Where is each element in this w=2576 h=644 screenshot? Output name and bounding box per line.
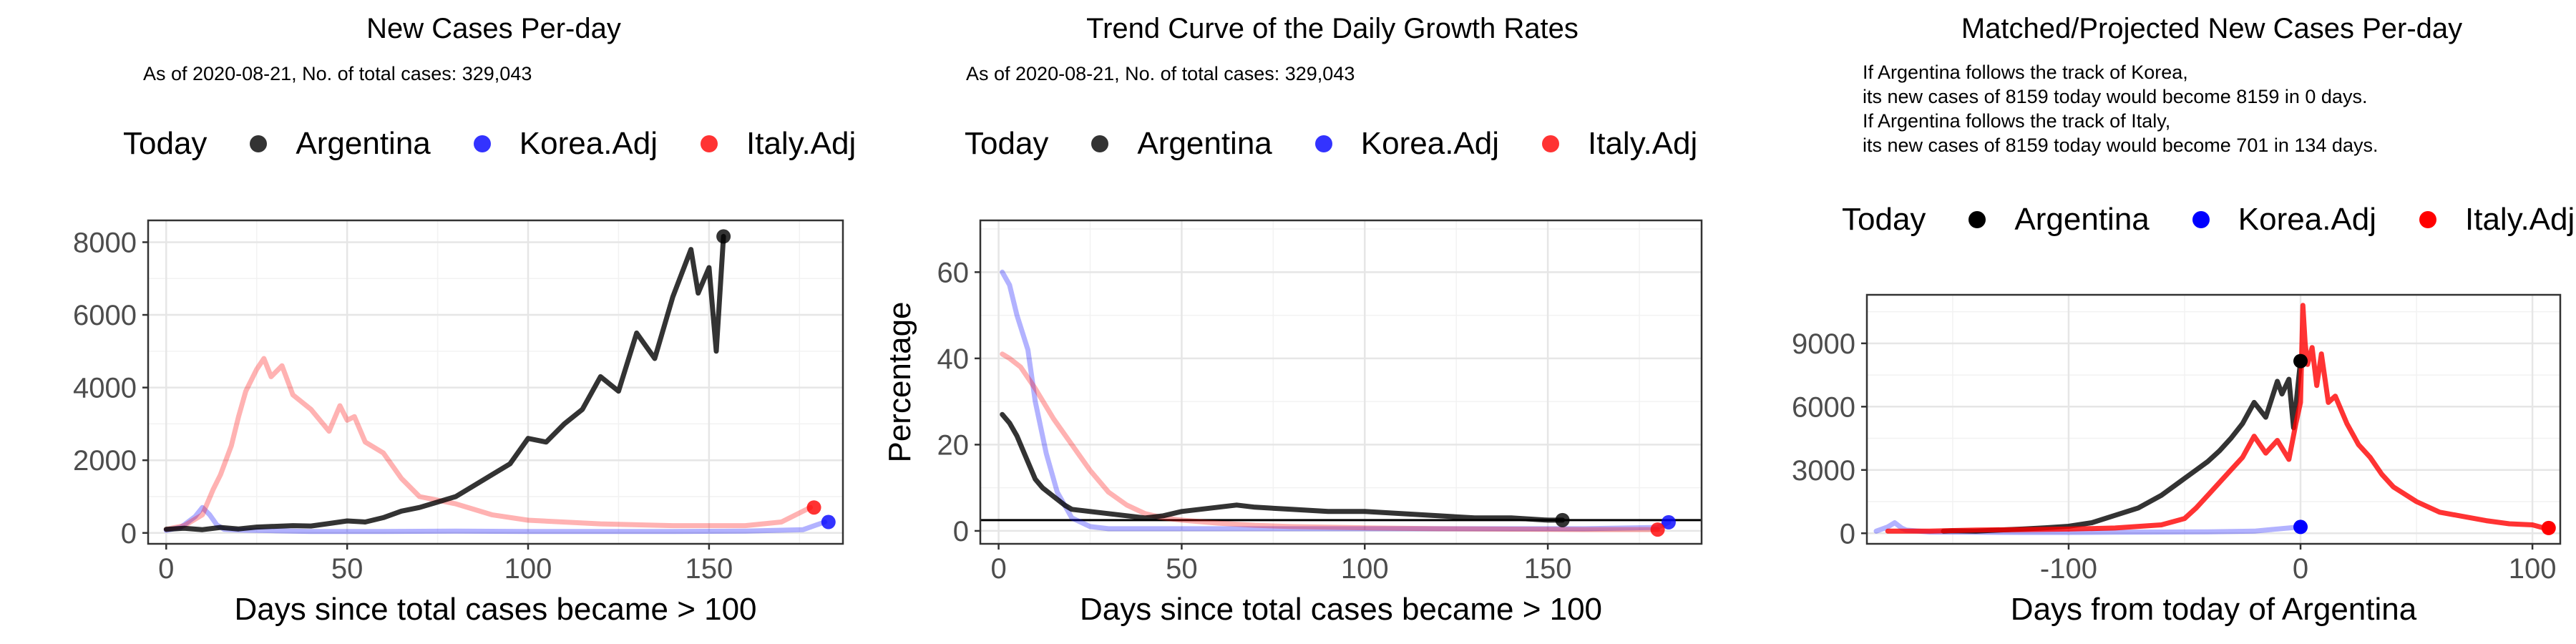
x-tick-label: -100 bbox=[2040, 553, 2097, 585]
panel-growth-rates: Trend Curve of the Daily Growth Rates As… bbox=[859, 0, 1717, 644]
chart-subtitle: As of 2020-08-21, No. of total cases: 32… bbox=[966, 63, 1355, 84]
chart-title: New Cases Per-day bbox=[366, 13, 621, 44]
plot-area bbox=[148, 220, 843, 544]
today-point-argentina bbox=[716, 229, 731, 244]
x-tick-label: 0 bbox=[158, 553, 174, 585]
legend-key-korea bbox=[473, 135, 491, 152]
y-tick-label: 40 bbox=[937, 343, 970, 375]
legend: Today Argentina Korea.Adj Italy.Adj bbox=[965, 126, 1740, 162]
legend: Today Argentina Korea.Adj Italy.Adj bbox=[123, 126, 899, 162]
y-tick-label: 0 bbox=[1840, 518, 1855, 550]
today-point-italy-adj bbox=[2541, 520, 2556, 535]
note-line: If Argentina follows the track of Italy, bbox=[1863, 110, 2171, 132]
legend-label-italy: Italy.Adj bbox=[746, 126, 857, 161]
legend-label-argentina: Argentina bbox=[296, 126, 431, 161]
note-line: its new cases of 8159 today would become… bbox=[1863, 86, 2368, 107]
today-point-argentina bbox=[1555, 512, 1570, 527]
x-axis-title: Days since total cases became > 100 bbox=[234, 592, 756, 627]
today-point-korea-adj bbox=[821, 514, 836, 530]
x-tick-label: 150 bbox=[686, 553, 733, 585]
legend-title: Today bbox=[123, 126, 208, 161]
y-tick-label: 0 bbox=[121, 518, 137, 550]
panel-new-cases: New Cases Per-day As of 2020-08-21, No. … bbox=[0, 0, 859, 644]
legend-key-argentina bbox=[1091, 135, 1109, 152]
legend-key-italy bbox=[2419, 211, 2437, 228]
chart-plot-projected: -100 0 100 0 3000 6000 9000 Days from today of … bbox=[1792, 293, 2562, 627]
legend-key-korea bbox=[2192, 211, 2210, 228]
x-tick-label: 0 bbox=[990, 553, 1006, 585]
y-tick-label: 0 bbox=[953, 516, 969, 547]
chart-plot-new-cases: 0 50 100 150 0 2000 4000 6000 8000 Days since tot… bbox=[73, 219, 844, 627]
chart-title: Matched/Projected New Cases Per-day bbox=[1961, 13, 2463, 44]
legend: Today Argentina Korea.Adj Italy.Adj bbox=[1842, 202, 2576, 238]
plot-border bbox=[979, 219, 1703, 545]
legend-label-korea: Korea.Adj bbox=[2238, 202, 2377, 237]
x-tick-label: 100 bbox=[1341, 553, 1389, 585]
today-point-italy-adj bbox=[806, 500, 821, 515]
x-tick-label: 50 bbox=[331, 553, 364, 585]
plot-border bbox=[147, 219, 844, 545]
x-tick-label: 100 bbox=[2509, 553, 2557, 585]
y-axis-title: Percentage bbox=[882, 301, 917, 462]
y-tick-label: 6000 bbox=[1792, 391, 1855, 423]
legend-key-italy bbox=[1542, 135, 1560, 152]
plot-area bbox=[980, 220, 1702, 544]
today-point-korea-adj bbox=[1661, 514, 1676, 530]
y-tick-label: 9000 bbox=[1792, 328, 1855, 360]
note-line: If Argentina follows the track of Korea, bbox=[1863, 62, 2188, 83]
x-tick-label: 0 bbox=[2293, 553, 2308, 585]
y-tick-label: 2000 bbox=[73, 445, 137, 477]
series-line-italy-adj bbox=[1885, 303, 2547, 534]
y-tick-label: 20 bbox=[937, 429, 970, 461]
chart-title: Trend Curve of the Daily Growth Rates bbox=[1086, 13, 1579, 44]
y-tick-label: 6000 bbox=[73, 300, 137, 331]
legend-title: Today bbox=[1842, 202, 1926, 237]
y-tick-label: 4000 bbox=[73, 373, 137, 404]
legend-label-italy: Italy.Adj bbox=[2465, 202, 2575, 237]
x-axis-title: Days from today of Argentina bbox=[2011, 592, 2417, 627]
y-tick-label: 3000 bbox=[1792, 455, 1855, 487]
legend-label-korea: Korea.Adj bbox=[1360, 126, 1500, 161]
series-line-korea-adj bbox=[1000, 269, 1672, 532]
legend-label-korea: Korea.Adj bbox=[519, 126, 658, 161]
x-tick-label: 50 bbox=[1166, 553, 1198, 585]
legend-key-italy bbox=[701, 135, 718, 152]
today-point-italy-adj bbox=[1650, 522, 1665, 537]
legend-title: Today bbox=[965, 126, 1049, 161]
series-line-italy-adj bbox=[163, 356, 813, 532]
series-line-korea-adj bbox=[163, 504, 828, 535]
legend-key-argentina bbox=[250, 135, 268, 152]
legend-key-argentina bbox=[1968, 211, 1986, 228]
today-point-argentina bbox=[2293, 353, 2308, 369]
x-tick-label: 100 bbox=[504, 553, 552, 585]
y-tick-label: 8000 bbox=[73, 227, 137, 258]
x-tick-label: 150 bbox=[1524, 553, 1572, 585]
series-line-argentina bbox=[163, 233, 726, 532]
chart-subtitle: As of 2020-08-21, No. of total cases: 32… bbox=[143, 63, 532, 84]
plot-border bbox=[1865, 293, 2562, 545]
note-line: its new cases of 8159 today would become… bbox=[1863, 135, 2379, 156]
plot-area bbox=[1867, 295, 2560, 544]
legend-label-italy: Italy.Adj bbox=[1588, 126, 1698, 161]
chart-plot-growth-rates: 0 50 100 150 0 20 40 60 Days since total cases b… bbox=[882, 219, 1703, 627]
legend-key-korea bbox=[1314, 135, 1332, 152]
legend-label-argentina: Argentina bbox=[2014, 202, 2150, 237]
series-line-argentina bbox=[1000, 411, 1566, 523]
x-axis-title: Days since total cases became > 100 bbox=[1080, 592, 1602, 627]
y-tick-label: 60 bbox=[937, 257, 970, 288]
legend-label-argentina: Argentina bbox=[1137, 126, 1272, 161]
today-point-korea-adj bbox=[2293, 519, 2308, 535]
panel-projected: Matched/Projected New Cases Per-day If A… bbox=[1717, 0, 2576, 644]
